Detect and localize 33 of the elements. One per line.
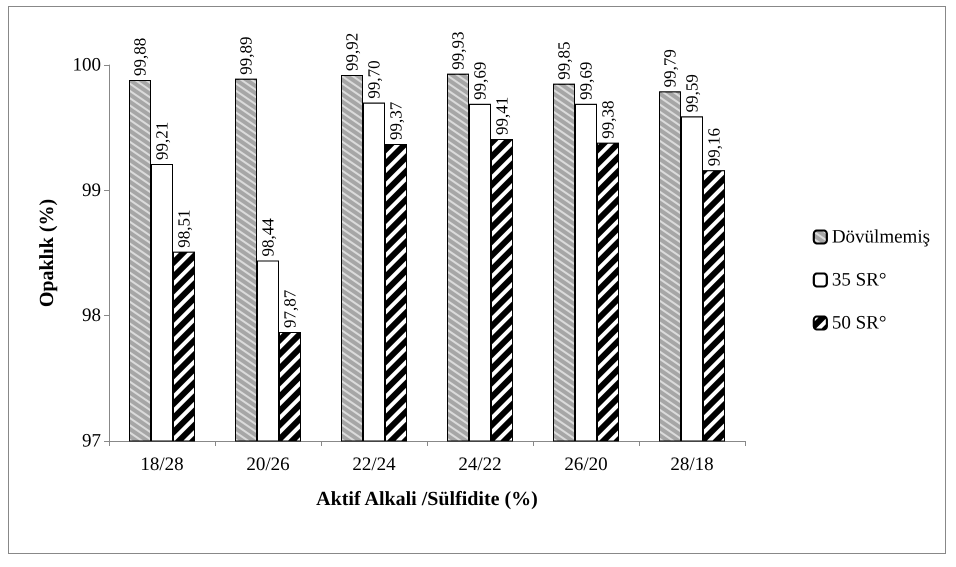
- data-label: 99,70: [364, 60, 384, 99]
- data-label: 99,79: [660, 49, 680, 88]
- x-axis-title: Aktif Alkali /Sülfidite (%): [316, 488, 538, 510]
- data-label: 99,16: [704, 128, 724, 166]
- data-label: 99,21: [152, 122, 172, 160]
- y-tick-label: 97: [82, 430, 101, 452]
- data-label: 99,41: [492, 96, 512, 135]
- data-label: 99,59: [682, 74, 702, 112]
- y-tick-label: 100: [72, 54, 101, 76]
- x-tick-label: 20/26: [246, 454, 290, 475]
- data-label: 99,93: [448, 32, 468, 70]
- data-label: 99,69: [576, 62, 596, 100]
- data-label: 99,88: [130, 38, 150, 76]
- data-label: 99,85: [554, 42, 574, 80]
- data-label: 98,44: [258, 218, 278, 257]
- legend-label: 50 SR°: [832, 312, 886, 334]
- x-tick-label: 22/24: [352, 454, 396, 475]
- x-tick-label: 28/18: [670, 454, 714, 475]
- data-label: 99,89: [236, 36, 256, 75]
- x-tick-label: 26/20: [564, 454, 608, 475]
- data-label: 99,38: [598, 100, 618, 139]
- data-label: 97,87: [280, 289, 300, 328]
- data-label: 99,37: [386, 101, 406, 140]
- y-axis-title: Opaklık (%): [36, 198, 58, 308]
- legend-label: 35 SR°: [832, 270, 886, 290]
- y-tick-label: 99: [82, 180, 101, 201]
- y-tick-label: 98: [82, 305, 101, 326]
- data-label: 99,92: [342, 32, 362, 72]
- legend-label: Dövülmemiş: [832, 226, 930, 248]
- data-label: 98,51: [174, 209, 194, 248]
- data-label: 99,69: [470, 62, 490, 100]
- x-tick-label: 24/22: [458, 454, 502, 475]
- x-tick-label: 18/28: [140, 454, 184, 475]
